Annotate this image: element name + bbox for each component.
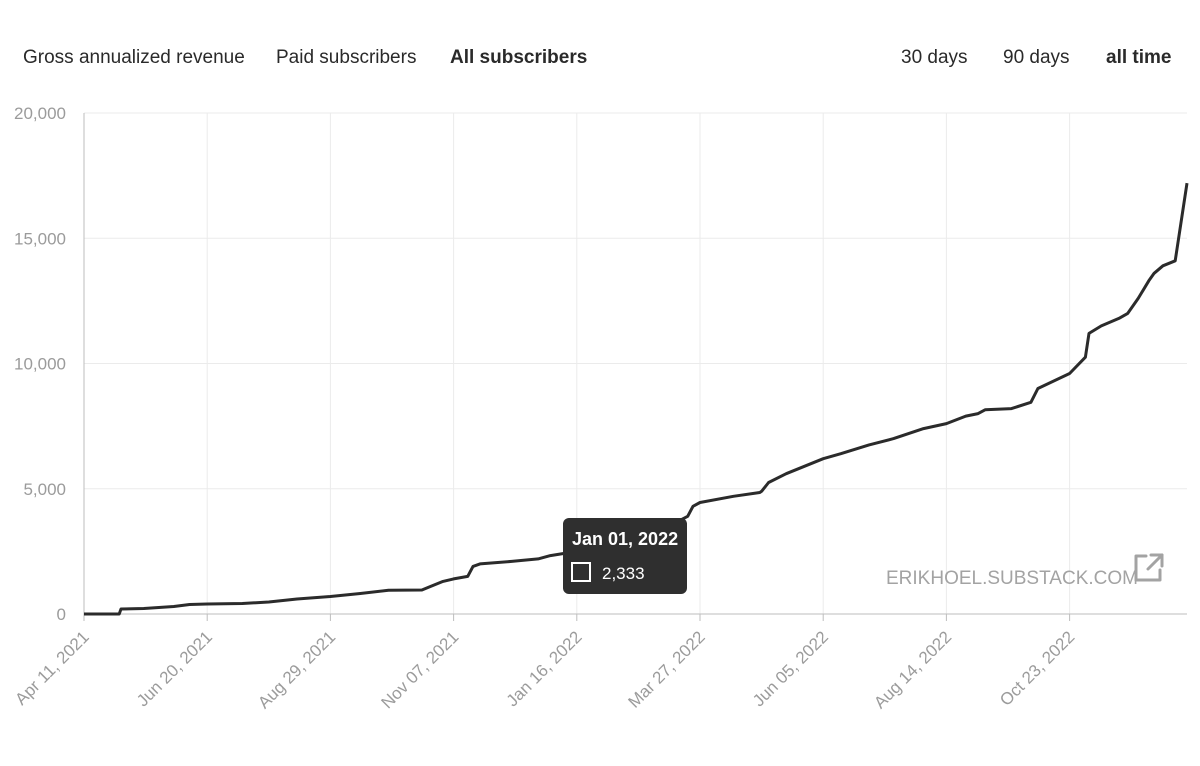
y-axis-ticks: 20,000 15,000 10,000 5,000 0 [14, 104, 66, 624]
range-tab-30-days[interactable]: 30 days [901, 47, 968, 68]
square-icon [571, 562, 591, 582]
tab-gross-annualized-revenue[interactable]: Gross annualized revenue [23, 47, 245, 68]
tab-paid-subscribers[interactable]: Paid subscribers [276, 47, 417, 68]
external-link-icon[interactable] [1134, 553, 1164, 582]
x-tick-label: Nov 07, 2021 [377, 627, 462, 712]
x-tick-label: Oct 23, 2022 [996, 627, 1078, 709]
x-tick-label: Jun 05, 2022 [749, 627, 832, 710]
x-tick-label: Jan 16, 2022 [503, 627, 586, 710]
y-tick-label: 10,000 [14, 355, 66, 374]
tooltip-value: 2,333 [602, 564, 645, 583]
y-tick-label: 15,000 [14, 229, 66, 248]
y-tick-label: 5,000 [23, 480, 66, 499]
watermark[interactable]: ERIKHOEL.SUBSTACK.COM [886, 553, 1164, 589]
tooltip-background [563, 518, 687, 594]
watermark-text: ERIKHOEL.SUBSTACK.COM [886, 568, 1138, 589]
x-tick-label: Jun 20, 2021 [133, 627, 216, 710]
tooltip-date: Jan 01, 2022 [572, 529, 678, 549]
series-line-all-subscribers[interactable] [84, 182, 1189, 616]
tooltip: Jan 01, 2022 2,333 [563, 518, 687, 594]
x-tick-label: Aug 14, 2022 [870, 627, 955, 712]
range-tab-all-time[interactable]: all time [1106, 47, 1172, 68]
x-tick-label: Aug 29, 2021 [254, 627, 339, 712]
range-tab-90-days[interactable]: 90 days [1003, 47, 1070, 68]
y-tick-label: 0 [57, 605, 66, 624]
x-tick-label: Apr 11, 2021 [11, 627, 92, 708]
x-tick-label: Mar 27, 2022 [625, 627, 709, 711]
grid [84, 112, 1187, 614]
tab-all-subscribers[interactable]: All subscribers [450, 47, 588, 68]
tabs-bar: Gross annualized revenue Paid subscriber… [0, 44, 1200, 74]
y-tick-label: 20,000 [14, 104, 66, 123]
x-axis-ticks: Apr 11, 2021 Jun 20, 2021 Aug 29, 2021 Nov … [11, 614, 1078, 712]
